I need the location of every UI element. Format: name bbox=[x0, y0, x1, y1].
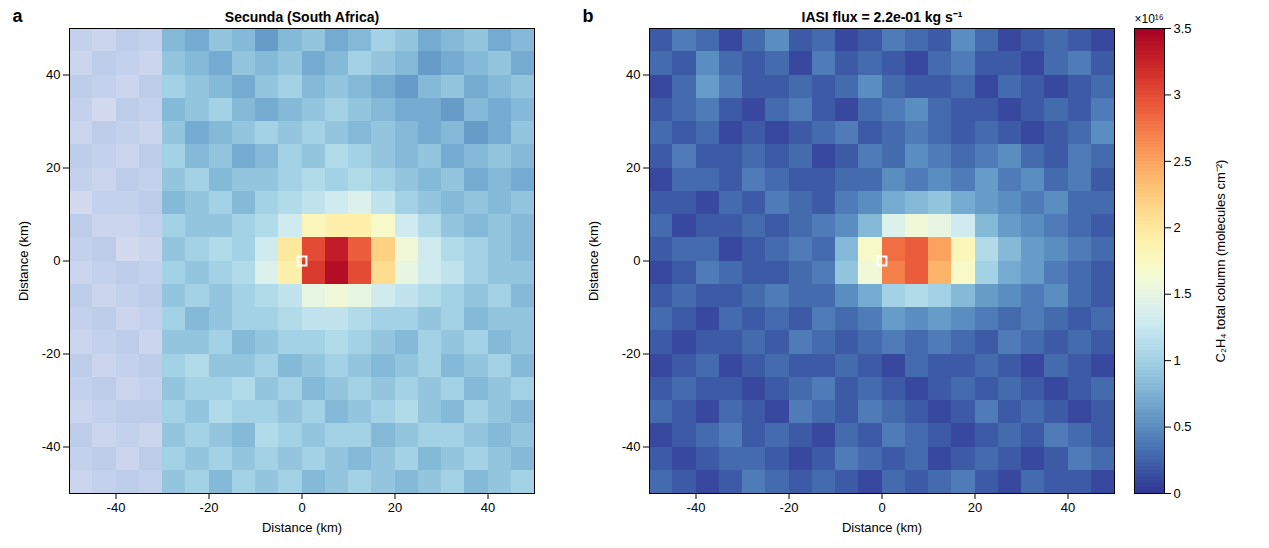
svg-text:0: 0 bbox=[53, 253, 60, 268]
svg-text:Distance (km): Distance (km) bbox=[842, 520, 922, 535]
svg-text:-20: -20 bbox=[780, 500, 799, 515]
svg-text:Distance (km): Distance (km) bbox=[586, 221, 601, 301]
svg-text:0: 0 bbox=[878, 500, 885, 515]
svg-text:-40: -40 bbox=[687, 500, 706, 515]
svg-text:×10¹⁶: ×10¹⁶ bbox=[1135, 12, 1164, 26]
svg-text:-40: -40 bbox=[107, 500, 126, 515]
svg-text:-40: -40 bbox=[622, 439, 641, 454]
svg-text:0: 0 bbox=[298, 500, 305, 515]
svg-text:2: 2 bbox=[1174, 220, 1181, 235]
svg-text:1: 1 bbox=[1174, 353, 1181, 368]
svg-text:2.5: 2.5 bbox=[1174, 154, 1192, 169]
svg-text:Distance (km): Distance (km) bbox=[16, 221, 31, 301]
svg-text:3: 3 bbox=[1174, 87, 1181, 102]
svg-text:a: a bbox=[13, 6, 24, 26]
svg-text:3.5: 3.5 bbox=[1174, 21, 1192, 36]
svg-text:40: 40 bbox=[481, 500, 495, 515]
svg-text:20: 20 bbox=[46, 160, 60, 175]
svg-text:Secunda (South Africa): Secunda (South Africa) bbox=[225, 9, 379, 25]
svg-text:1.5: 1.5 bbox=[1174, 286, 1192, 301]
svg-text:0: 0 bbox=[633, 253, 640, 268]
svg-text:0.5: 0.5 bbox=[1174, 419, 1192, 434]
svg-text:C₂H₄ total column (molecules c: C₂H₄ total column (molecules cm⁻²) bbox=[1213, 160, 1228, 363]
svg-text:-40: -40 bbox=[42, 439, 61, 454]
svg-text:-20: -20 bbox=[42, 346, 61, 361]
svg-text:-20: -20 bbox=[622, 346, 641, 361]
svg-text:Distance (km): Distance (km) bbox=[262, 520, 342, 535]
svg-text:IASI flux = 2.2e-01 kg s⁻¹: IASI flux = 2.2e-01 kg s⁻¹ bbox=[801, 9, 962, 25]
svg-text:20: 20 bbox=[968, 500, 982, 515]
svg-text:40: 40 bbox=[1061, 500, 1075, 515]
svg-text:20: 20 bbox=[388, 500, 402, 515]
svg-text:40: 40 bbox=[46, 67, 60, 82]
svg-text:40: 40 bbox=[626, 67, 640, 82]
svg-text:20: 20 bbox=[626, 160, 640, 175]
svg-text:-20: -20 bbox=[200, 500, 219, 515]
svg-text:0: 0 bbox=[1174, 486, 1181, 501]
svg-text:b: b bbox=[583, 6, 594, 26]
